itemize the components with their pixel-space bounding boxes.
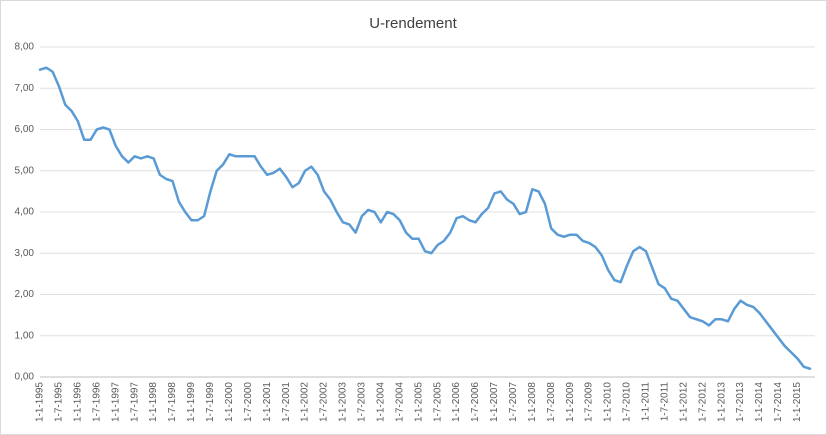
y-tick-label: 4,00 — [15, 207, 35, 218]
x-tick-label: 1-1-1999 — [186, 382, 197, 422]
x-tick-label: 1-7-2012 — [697, 382, 708, 422]
y-tick-label: 5,00 — [15, 165, 35, 176]
x-tick-label: 1-1-1998 — [148, 382, 159, 422]
x-tick-label: 1-1-2011 — [641, 382, 652, 422]
x-tick-label: 1-1-2006 — [451, 382, 462, 422]
x-tick-label: 1-7-1997 — [129, 382, 140, 422]
y-tick-label: 0,00 — [15, 372, 35, 383]
x-tick-label: 1-1-2015 — [792, 382, 803, 422]
x-tick-label: 1-7-1998 — [167, 382, 178, 422]
x-tick-label: 1-7-2009 — [584, 382, 595, 422]
x-tick-label: 1-1-1996 — [73, 382, 84, 422]
x-tick-label: 1-1-2007 — [489, 382, 500, 422]
x-tick-label: 1-7-2006 — [470, 382, 481, 422]
x-tick-label: 1-7-2011 — [659, 382, 670, 422]
chart-title: U-rendement — [369, 15, 457, 32]
x-tick-label: 1-1-2003 — [338, 382, 349, 422]
y-tick-label: 2,00 — [15, 289, 35, 300]
x-tick-label: 1-7-2008 — [546, 382, 557, 422]
x-tick-label: 1-1-2001 — [262, 382, 273, 422]
y-tick-label: 6,00 — [15, 124, 35, 135]
x-tick-label: 1-7-1999 — [205, 382, 216, 422]
data-line — [38, 66, 812, 370]
y-tick-label: 3,00 — [15, 248, 35, 259]
x-tick-label: 1-1-2010 — [603, 382, 614, 422]
y-tick-label: 8,00 — [15, 42, 35, 53]
x-tick-label: 1-1-1997 — [110, 382, 121, 422]
x-tick-label: 1-7-2003 — [357, 382, 368, 422]
x-tick-label: 1-1-2014 — [754, 382, 765, 422]
x-tick-label: 1-7-2005 — [432, 382, 443, 422]
x-tick-label: 1-7-1995 — [54, 382, 65, 422]
x-tick-label: 1-1-2009 — [565, 382, 576, 422]
x-tick-label: 1-1-2012 — [678, 382, 689, 422]
x-tick-label: 1-7-2002 — [319, 382, 330, 422]
x-tick-label: 1-1-2013 — [716, 382, 727, 422]
x-tick-label: 1-7-2013 — [735, 382, 746, 422]
x-tick-label: 1-7-2007 — [508, 382, 519, 422]
y-tick-label: 7,00 — [15, 83, 35, 94]
x-tick-label: 1-1-2008 — [527, 382, 538, 422]
x-tick-label: 1-7-2001 — [281, 382, 292, 422]
x-tick-label: 1-1-2000 — [224, 382, 235, 422]
x-tick-label: 1-1-2002 — [300, 382, 311, 422]
x-tick-label: 1-7-2000 — [243, 382, 254, 422]
y-tick-label: 1,00 — [15, 330, 35, 341]
x-tick-label: 1-1-2004 — [375, 382, 386, 422]
x-tick-label: 1-1-2005 — [413, 382, 424, 422]
x-tick-label: 1-7-2004 — [394, 382, 405, 422]
x-tick-label: 1-1-1995 — [35, 382, 46, 422]
x-tick-label: 1-7-1996 — [91, 382, 102, 422]
x-tick-label: 1-7-2010 — [622, 382, 633, 422]
x-tick-label: 1-7-2014 — [773, 382, 784, 422]
